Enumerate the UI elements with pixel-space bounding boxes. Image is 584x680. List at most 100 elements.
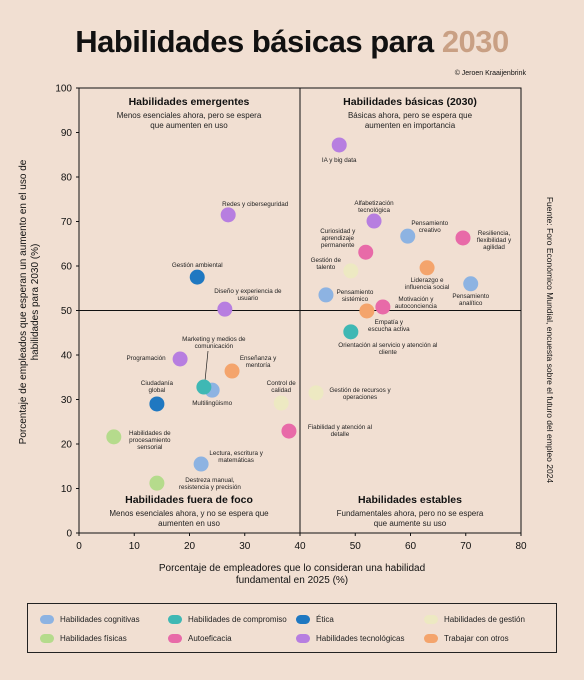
point-label: Control de calidad (266, 380, 296, 395)
legend-item: Habilidades físicas (40, 634, 127, 643)
data-point (273, 395, 289, 411)
quadrant-title: Habilidades emergentes (128, 96, 250, 108)
point-label: Enseñanza y mentoría (239, 355, 277, 370)
data-point (455, 230, 471, 246)
data-point (366, 213, 382, 229)
data-point (220, 207, 236, 223)
point-label: Liderazgo e influencia social (404, 276, 450, 291)
x-tick-label: 0 (76, 541, 82, 552)
point-label: Habilidades de procesamiento sensorial (128, 429, 171, 451)
point-label: Gestión de talento (310, 256, 342, 271)
data-point (149, 396, 165, 412)
data-point (331, 137, 347, 153)
data-point (196, 379, 212, 395)
point-label: Pensamiento sistémico (336, 288, 374, 303)
point-label: Pensamiento analítico (452, 292, 490, 307)
y-tick-label: 0 (66, 529, 72, 540)
chart-title: Habilidades básicas para (75, 24, 434, 59)
chart-title-highlight: 2030 (441, 24, 509, 59)
point-label: Resiliencia, flexibilidad y agilidad (476, 229, 512, 251)
quadrant-text: Menos esenciales ahora, y no se espera q… (109, 509, 269, 528)
point-label: Diseño y experiencia de usuario (214, 288, 282, 303)
data-point (281, 423, 297, 439)
data-point (217, 301, 233, 317)
point-label: IA y big data (321, 156, 357, 164)
data-point (343, 324, 359, 340)
x-tick-label: 10 (129, 541, 141, 552)
legend-swatch (296, 615, 310, 624)
source: Fuente: Foro Económico Mundial, encuesta… (545, 196, 555, 484)
data-point (419, 260, 435, 276)
legend-label: Autoeficacia (188, 634, 232, 643)
x-tick-label: 30 (239, 541, 251, 552)
legend-swatch (40, 615, 54, 624)
legend-label: Ética (316, 615, 334, 624)
credit: © Jeroen Kraaijenbrink (454, 70, 526, 77)
legend-label: Habilidades de gestión (444, 615, 525, 624)
legend: Habilidades cognitivas Habilidades de com… (27, 603, 557, 653)
point-label: Curiosidad y aprendizaje permanente (320, 228, 356, 250)
x-tick-label: 60 (405, 541, 417, 552)
legend-swatch (296, 634, 310, 643)
y-tick-label: 100 (55, 84, 72, 95)
data-point (359, 303, 375, 319)
legend-item: Autoeficacia (168, 634, 232, 643)
point-label: Empatía y escucha activa (368, 318, 410, 333)
point-label: Motivación y autoconciencia (394, 295, 437, 310)
data-point (308, 385, 324, 401)
legend-item: Habilidades de compromiso (168, 615, 287, 624)
point-label: Destreza manual, resistencia y precisión (178, 477, 241, 492)
legend-item: Trabajar con otros (424, 634, 509, 643)
quadrant-title: Habilidades estables (358, 494, 462, 506)
legend-swatch (168, 634, 182, 643)
point-label: Marketing y medios de comunicación (182, 336, 246, 351)
y-tick-label: 40 (61, 351, 73, 362)
data-point (149, 475, 165, 491)
x-tick-label: 80 (515, 541, 527, 552)
x-axis-title: Porcentaje de empleadores que lo conside… (158, 563, 426, 586)
y-tick-label: 90 (61, 128, 73, 139)
legend-label: Habilidades cognitivas (60, 615, 140, 624)
x-tick-label: 50 (350, 541, 362, 552)
point-label: Programación (126, 355, 166, 362)
point-label: Gestión de recursos y operaciones (329, 386, 391, 401)
legend-label: Habilidades tecnológicas (316, 634, 405, 643)
data-point (318, 287, 334, 303)
point-label: Alfabetización tecnológica (354, 200, 394, 215)
y-tick-label: 30 (61, 395, 73, 406)
point-label: Ciudadanía global (140, 379, 173, 394)
x-tick-label: 20 (184, 541, 196, 552)
quadrant-text: Básicas ahora, pero se espera que aument… (347, 111, 473, 130)
data-point (358, 244, 374, 260)
legend-item: Ética (296, 615, 334, 624)
quadrant-title: Habilidades básicas (2030) (343, 96, 477, 108)
data-point (343, 263, 359, 279)
legend-label: Trabajar con otros (444, 634, 509, 643)
point-label: Lectura, escritura y matemáticas (209, 450, 263, 465)
y-tick-label: 50 (61, 306, 73, 317)
legend-swatch (168, 615, 182, 624)
quadrant-text: Fundamentales ahora, pero no se espera q… (336, 509, 484, 528)
x-tick-label: 70 (460, 541, 472, 552)
data-point (189, 269, 205, 285)
y-axis-title: Porcentaje de empleados que esperan un a… (18, 159, 41, 445)
quadrant-title: Habilidades fuera de foco (125, 494, 253, 506)
title-block: Habilidades básicas para 2030 (0, 24, 584, 60)
legend-item: Habilidades de gestión (424, 615, 525, 624)
data-point (106, 429, 122, 445)
legend-swatch (40, 634, 54, 643)
data-point (400, 228, 416, 244)
data-point (172, 351, 188, 367)
point-label: Gestión ambiental (171, 262, 223, 270)
y-tick-label: 20 (61, 440, 73, 451)
point-label: Multilingüismo (192, 400, 233, 408)
data-point (375, 299, 391, 315)
legend-label: Habilidades físicas (60, 634, 127, 643)
y-tick-label: 10 (61, 484, 73, 495)
legend-item: Habilidades tecnológicas (296, 634, 405, 643)
y-tick-label: 70 (61, 217, 73, 228)
y-tick-label: 80 (61, 173, 73, 184)
x-tick-label: 40 (294, 541, 306, 552)
